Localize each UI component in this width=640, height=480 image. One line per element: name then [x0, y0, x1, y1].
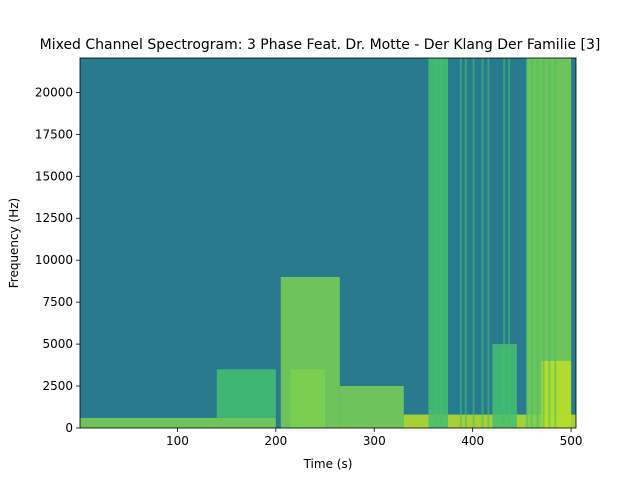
streak-11 [536, 58, 539, 428]
streak-3 [464, 58, 467, 428]
streak-4 [472, 58, 475, 428]
streak-13 [548, 58, 551, 428]
x-tick-label-1: 200 [264, 434, 287, 448]
streak-7 [503, 58, 506, 428]
y-tick-label-1: 2500 [42, 379, 73, 393]
streak-10 [530, 58, 533, 428]
x-axis-ticks: 100 200 300 400 500 [166, 428, 583, 448]
streak-5 [481, 58, 484, 428]
spectrogram-plot-area [80, 58, 576, 428]
y-tick-label-3: 7500 [42, 295, 73, 309]
y-tick-label-6: 15000 [35, 169, 73, 183]
streak-6 [487, 58, 490, 428]
streak-2 [459, 58, 462, 428]
x-tick-label-4: 500 [560, 434, 583, 448]
plot-frame [79, 57, 577, 429]
y-tick-label-8: 20000 [35, 85, 73, 99]
y-tick-label-0: 0 [65, 421, 73, 435]
y-axis-ticks: 0 2500 5000 7500 10000 12500 15000 17500 20000 [35, 85, 80, 435]
streak-0 [435, 58, 438, 428]
energy-region-4 [339, 386, 404, 428]
y-axis-label: Frequency (Hz) [7, 198, 21, 289]
y-tick-label-2: 5000 [42, 337, 73, 351]
y-tick-label-5: 12500 [35, 211, 73, 225]
streak-1 [440, 58, 443, 428]
y-tick-label-4: 10000 [35, 253, 73, 267]
energy-region-3 [290, 369, 326, 428]
x-axis-label: Time (s) [303, 457, 353, 471]
x-tick-label-0: 100 [166, 434, 189, 448]
energy-region-0 [80, 417, 276, 428]
streak-12 [542, 58, 545, 428]
streak-14 [554, 58, 557, 428]
chart-title: Mixed Channel Spectrogram: 3 Phase Feat.… [40, 37, 601, 53]
streak-9 [525, 58, 528, 428]
energy-region-1 [216, 369, 276, 418]
spectrogram-vertical-streaks [435, 58, 557, 428]
x-tick-label-2: 300 [363, 434, 386, 448]
y-tick-label-7: 17500 [35, 127, 73, 141]
energy-region-6 [428, 58, 449, 428]
streak-8 [508, 58, 511, 428]
x-tick-label-3: 400 [461, 434, 484, 448]
